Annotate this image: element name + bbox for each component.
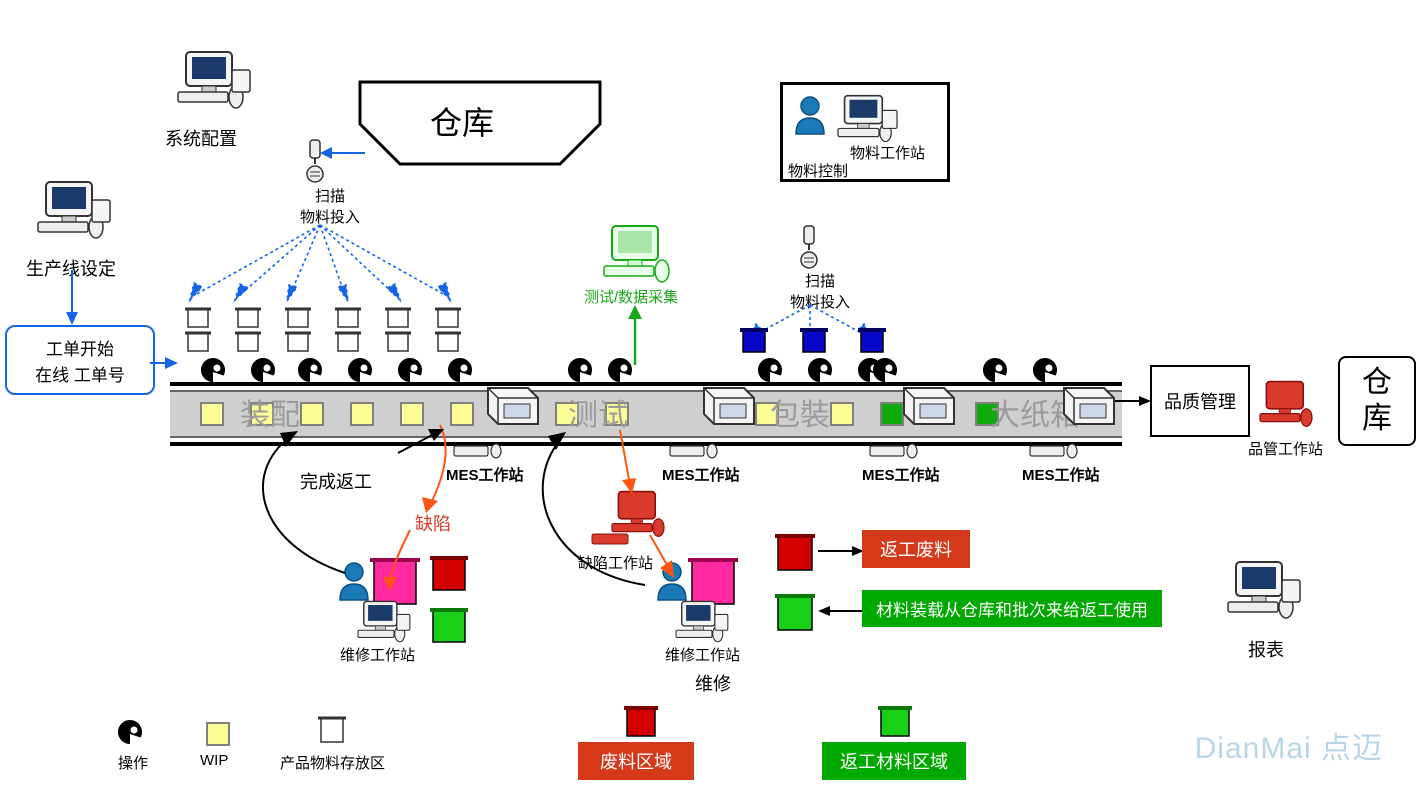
arrow-lineset-to-wo bbox=[60, 270, 90, 325]
legend-op-icon bbox=[118, 720, 146, 746]
repair-station-1: 维修工作站 bbox=[340, 644, 415, 665]
arrow-from-material bbox=[818, 605, 868, 621]
scanner2-icon bbox=[800, 226, 822, 270]
operator-icon bbox=[298, 358, 322, 382]
line-top-rail bbox=[170, 382, 1122, 386]
white-bin bbox=[285, 305, 311, 353]
matctrl-computer bbox=[838, 94, 902, 142]
rework-scrap-badge: 返工废料 bbox=[862, 530, 970, 568]
warehouse-right: 仓 库 bbox=[1338, 356, 1416, 446]
blue-bin bbox=[858, 325, 886, 355]
repair-computer-1 bbox=[358, 600, 416, 646]
mes-icon bbox=[1060, 384, 1118, 430]
legend-scrap-bin bbox=[624, 702, 658, 740]
arrow-to-scrap bbox=[818, 545, 868, 561]
testcollect-label: 测试/数据采集 bbox=[584, 286, 678, 307]
mes-label: MES工作站 bbox=[862, 464, 940, 485]
mes-label: MES工作站 bbox=[1022, 464, 1100, 485]
sysconfig-icon bbox=[178, 50, 258, 110]
repair-label: 维修 bbox=[695, 670, 731, 696]
white-bin bbox=[185, 305, 211, 353]
scan1-label: 扫描 物料投入 bbox=[300, 185, 360, 227]
rework-green-bin bbox=[775, 590, 815, 634]
fan-arrows-1 bbox=[180, 225, 480, 310]
wip-square bbox=[830, 402, 854, 426]
operator-icon bbox=[348, 358, 372, 382]
lineset-icon bbox=[38, 180, 118, 240]
arrow-wh-scan1 bbox=[320, 145, 370, 165]
white-bin bbox=[385, 305, 411, 353]
operator-icon bbox=[1033, 358, 1057, 382]
matctrl-label: 物料控制 bbox=[788, 160, 848, 181]
rework-area-badge: 返工材料区域 bbox=[822, 742, 966, 780]
mes-kb bbox=[870, 446, 920, 460]
section-pack: 包裝 bbox=[770, 390, 830, 434]
report-icon bbox=[1228, 560, 1308, 620]
mes-kb bbox=[1030, 446, 1080, 460]
white-bin bbox=[435, 305, 461, 353]
operator-icon bbox=[873, 358, 897, 382]
scrap-area-badge: 废料区域 bbox=[578, 742, 694, 780]
operator-icon bbox=[608, 358, 632, 382]
operator-icon bbox=[398, 358, 422, 382]
repair-computer-2 bbox=[676, 600, 734, 646]
qc-icon bbox=[1260, 380, 1324, 430]
testcollect-icon bbox=[604, 224, 676, 279]
white-bin bbox=[335, 305, 361, 353]
warehouse-label: 仓库 bbox=[430, 98, 494, 144]
arrow-wo-to-line bbox=[150, 355, 180, 375]
qc-station-label: 品管工作站 bbox=[1248, 438, 1323, 459]
legend-wip-icon bbox=[206, 722, 230, 746]
sysconfig-label: 系统配置 bbox=[165, 125, 237, 151]
workorder-box: 工单开始 在线 工单号 bbox=[5, 325, 155, 395]
rework-arrows-right bbox=[500, 420, 740, 600]
operator-icon bbox=[448, 358, 472, 382]
operator-icon bbox=[758, 358, 782, 382]
legend-wip: WIP bbox=[200, 752, 228, 769]
material-load-badge: 材料装载从仓库和批次来给返工使用 bbox=[862, 590, 1162, 627]
repair-green-bin-1 bbox=[430, 604, 468, 646]
arrow-line-qm bbox=[1115, 395, 1155, 411]
operator-icon bbox=[568, 358, 592, 382]
legend-store: 产品物料存放区 bbox=[280, 752, 385, 773]
blue-bin bbox=[740, 325, 768, 355]
matctrl-station-label: 物料工作站 bbox=[850, 142, 925, 163]
operator-icon bbox=[251, 358, 275, 382]
watermark: DianMai 点迈 bbox=[1195, 723, 1383, 767]
quality-box: 品质管理 bbox=[1150, 365, 1250, 437]
white-bin bbox=[235, 305, 261, 353]
mes-icon bbox=[900, 384, 958, 430]
legend-op: 操作 bbox=[118, 752, 148, 773]
matctrl-person bbox=[794, 96, 828, 136]
rework-red-bin bbox=[775, 530, 815, 574]
legend-rework-bin bbox=[878, 702, 912, 740]
operator-icon bbox=[808, 358, 832, 382]
operator-icon bbox=[201, 358, 225, 382]
legend-store-icon bbox=[318, 712, 346, 746]
repair-station-2: 维修工作站 bbox=[665, 644, 740, 665]
rework-arrows-left bbox=[230, 415, 490, 595]
wip-square bbox=[200, 402, 224, 426]
blue-bin bbox=[800, 325, 828, 355]
report-label: 报表 bbox=[1248, 636, 1284, 662]
operator-icon bbox=[983, 358, 1007, 382]
